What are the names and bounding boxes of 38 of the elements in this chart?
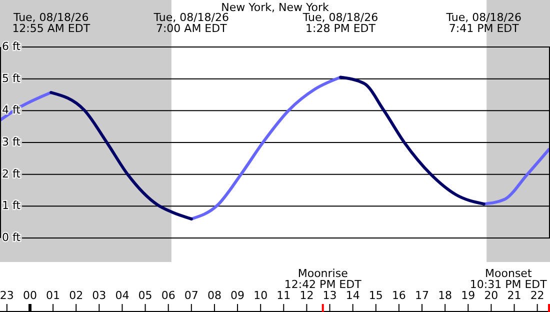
x-tick-label: 05	[138, 289, 152, 302]
x-tick-label: 12	[300, 289, 314, 302]
y-tick-label: 4 ft	[2, 104, 22, 117]
x-tick-label: 19	[461, 289, 476, 302]
x-tick-label: 07	[184, 289, 198, 302]
x-tick-label: 23	[0, 289, 14, 302]
x-tick-label: 03	[92, 289, 106, 302]
y-tick-label: 1 ft	[2, 199, 22, 212]
x-tick-label: 11	[276, 289, 291, 302]
x-tick-label: 02	[69, 289, 84, 302]
x-tick-label: 17	[415, 289, 430, 302]
x-tick-label: 14	[346, 289, 360, 302]
x-tick-label: 20	[484, 289, 498, 302]
ref-line-label: Moonset 10:31 PM EDT	[470, 267, 548, 291]
x-tick-label: 18	[438, 289, 452, 302]
y-tick-label: 5 ft	[2, 72, 22, 85]
x-tick-label: 01	[46, 289, 60, 302]
text: Tue, 08/18/26 12:55 AM EDT	[12, 11, 90, 35]
x-tick-label: 08	[207, 289, 222, 302]
x-tick-label: 04	[115, 289, 130, 302]
y-tick-label: 3 ft	[2, 136, 22, 149]
x-tick-label: 09	[230, 289, 245, 302]
y-tick-label: 2 ft	[2, 167, 22, 180]
text: Tue, 08/18/26 1:28 PM EDT	[302, 11, 378, 35]
x-tick-label: 22	[530, 289, 544, 302]
y-tick-label: 6 ft	[2, 40, 22, 54]
ref-line-label: Moonrise 12:42 PM EDT	[284, 267, 362, 291]
text: Tue, 08/18/26 7:41 PM EDT	[445, 11, 522, 35]
x-tick-label: 06	[161, 289, 176, 302]
x-tick-label: 16	[392, 289, 406, 302]
y-tick-label: 0 ft	[2, 231, 22, 244]
x-tick-label: 10	[254, 289, 268, 302]
x-tick-label: 21	[507, 289, 522, 302]
x-tick-label: 00	[22, 289, 37, 302]
x-tick-label: 15	[368, 289, 383, 302]
x-tick-label: 13	[322, 289, 337, 302]
chart-title: New York, New York	[221, 1, 330, 14]
text: Tue, 08/18/26 7:00 AM EDT	[152, 11, 229, 35]
